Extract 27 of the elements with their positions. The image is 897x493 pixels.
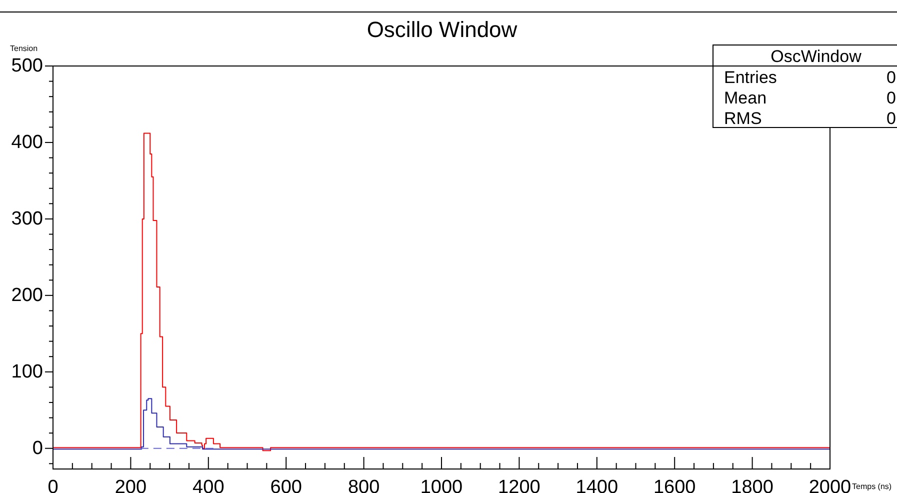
x-tick-label: 1000 (420, 476, 463, 493)
text: 0 (886, 88, 896, 108)
y-tick-label: 500 (11, 56, 43, 76)
x-tick-label: 600 (270, 476, 302, 493)
chart-title: Oscillo Window (366, 17, 518, 42)
x-tick-label: 0 (48, 476, 58, 493)
text: 0 (886, 68, 896, 87)
x-axis-title: Temps (ns) (852, 482, 892, 491)
y-tick-label: 0 (32, 438, 43, 459)
x-tick-label: 2000 (808, 476, 852, 493)
y-tick-label: 100 (11, 361, 43, 382)
x-tick-label: 1200 (498, 476, 540, 493)
y-tick-label: 300 (11, 208, 43, 230)
annotation: Entries (724, 68, 777, 87)
x-tick-label: 200 (114, 476, 147, 493)
y-axis-title: Tension (10, 44, 38, 53)
annotation: RMS (724, 109, 762, 128)
text: 0 (886, 109, 896, 128)
annotation: Mean (724, 88, 767, 108)
x-tick-label: 400 (192, 476, 224, 493)
x-tick-label: 800 (348, 476, 380, 493)
x-tick-label: 1800 (731, 476, 774, 493)
annotation: OscWindow (770, 47, 862, 66)
x-tick-label: 1400 (576, 476, 618, 493)
y-tick-label: 400 (11, 132, 43, 153)
x-tick-label: 1600 (653, 476, 696, 493)
y-tick-label: 200 (11, 284, 43, 306)
